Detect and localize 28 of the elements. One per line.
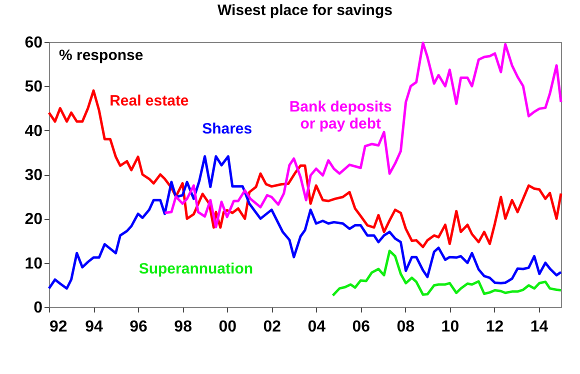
- x-tick-label: 94: [85, 318, 104, 336]
- y-tick-label: 50: [24, 78, 43, 96]
- chart-title: Wisest place for savings: [218, 2, 392, 19]
- text: Superannuation: [138, 260, 254, 278]
- series-label: Real estate: [110, 92, 189, 110]
- y-tick-label: 0: [34, 300, 43, 316]
- y-tick-label: 30: [24, 167, 43, 184]
- series-label: Shares: [202, 120, 252, 138]
- line-series: [48, 155, 562, 290]
- x-tick-label: 08: [396, 318, 415, 336]
- x-tick-label: 96: [130, 318, 148, 336]
- line-series: [332, 250, 562, 297]
- x-tick-label: 14: [530, 318, 548, 336]
- x-tick-label: 02: [263, 318, 282, 336]
- y-tick-label: 40: [24, 122, 43, 140]
- x-tick-label: 06: [352, 318, 370, 336]
- x-tick-label: 10: [441, 318, 460, 336]
- series-label: Bank deposits or pay debt: [289, 98, 392, 132]
- y-tick-label: 20: [24, 211, 43, 228]
- y-tick-label: 60: [24, 34, 43, 52]
- x-tick-label: 98: [174, 318, 192, 336]
- line-series: [48, 89, 562, 248]
- x-tick-label: 04: [308, 318, 326, 336]
- x-tick-label: 92: [50, 318, 68, 336]
- y-axis-title: % response: [59, 47, 144, 64]
- x-tick-label: 12: [486, 318, 504, 336]
- x-tick-label: 00: [218, 318, 237, 336]
- y-tick-label: 10: [24, 255, 43, 272]
